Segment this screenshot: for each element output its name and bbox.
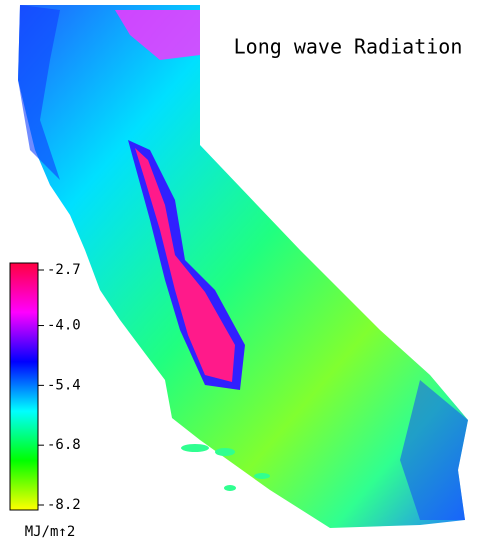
islands <box>181 444 270 491</box>
central-valley-core <box>135 148 235 382</box>
northern-highland <box>115 10 200 60</box>
colorbar-tick-label: -5.4 <box>47 377 81 393</box>
southern-desert <box>400 380 468 520</box>
colorbar-tick-label: -6.8 <box>47 437 81 453</box>
colorbar <box>9 262 39 511</box>
state-shape <box>18 5 468 528</box>
colorbar-tick-label: -2.7 <box>47 262 81 278</box>
colorbar-tick-label: -4.0 <box>47 318 81 334</box>
colorbar-tick-label: -8.2 <box>47 497 81 513</box>
coastal-band <box>18 5 60 180</box>
colorbar-label: MJ/m↑2 <box>25 524 76 540</box>
map-title: Long wave Radiation <box>234 35 463 59</box>
